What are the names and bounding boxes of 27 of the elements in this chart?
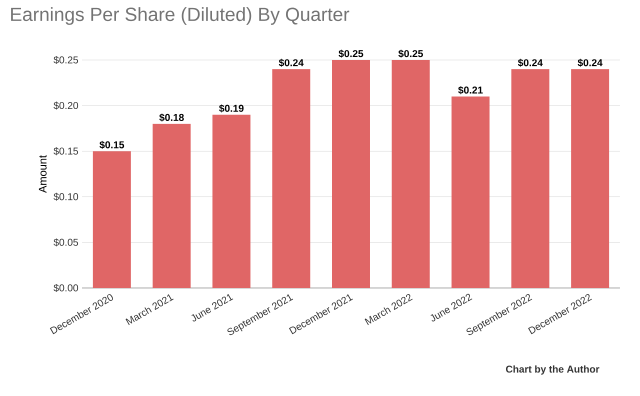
bar [152,124,191,288]
data-label: $0.21 [458,86,483,94]
bar [452,96,490,288]
bar [392,60,430,288]
data-label: $0.18 [159,113,184,122]
y-axis-title: Amount [38,155,47,193]
text: Chart by the Author [506,365,600,375]
data-label: $0.25 [398,50,424,58]
y-tick-label: $0.00 [54,284,78,292]
data-label: $0.24 [278,58,304,67]
bar [212,114,250,288]
data-label: $0.25 [338,50,364,58]
y-tick-label: $0.05 [54,238,78,246]
data-label: $0.24 [518,58,543,67]
data-label: $0.24 [578,58,603,67]
bar [272,69,310,288]
y-tick-label: $0.15 [54,147,78,156]
bar [571,69,610,288]
data-label: $0.19 [219,104,244,113]
data-label: $0.15 [100,140,124,149]
y-tick-label: $0.25 [54,56,78,64]
bar [511,69,550,288]
bar [332,60,370,288]
y-tick-label: $0.10 [54,192,78,201]
chart-title: Earnings Per Share (Diluted) By Quarter [11,7,350,25]
bar [92,151,131,288]
y-tick-label: $0.20 [54,102,78,110]
